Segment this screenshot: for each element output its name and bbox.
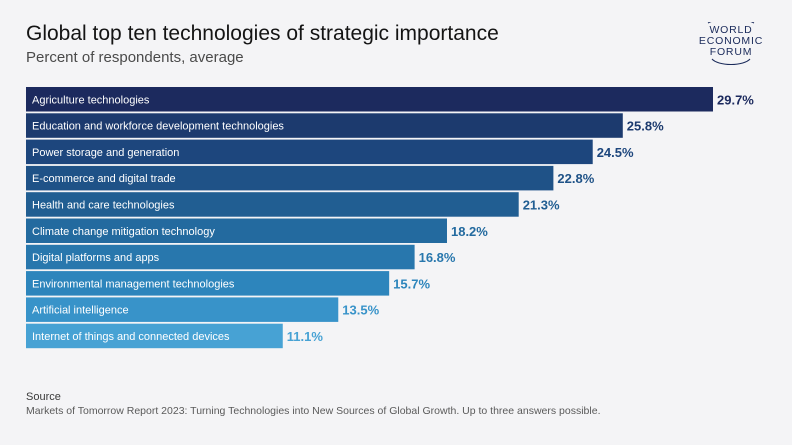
bar-10 — [26, 323, 283, 349]
bar-9 — [26, 297, 339, 322]
bar-3 — [26, 139, 593, 165]
bar-5 — [26, 192, 519, 217]
category-label-9: Artificial intelligence — [32, 305, 129, 317]
logo-word-economic: ECONOMIC — [698, 35, 764, 47]
logo-word-forum: FORUM — [709, 46, 753, 58]
category-label-6: Climate change mitigation technology — [32, 226, 215, 238]
source-text: Markets of Tomorrow Report 2023: Turning… — [26, 405, 601, 417]
chart-subtitle: Percent of respondents, average — [26, 49, 244, 66]
bar-7 — [26, 244, 415, 270]
category-label-2: Education and workforce development tech… — [32, 121, 284, 133]
wef-logo: WORLD ECONOMIC FORUM — [690, 22, 772, 66]
value-label-7: 16.8% — [419, 250, 456, 265]
category-label-7: Digital platforms and apps — [32, 252, 160, 264]
value-label-2: 25.8% — [627, 119, 664, 134]
value-label-9: 13.5% — [342, 303, 379, 318]
value-label-5: 21.3% — [523, 197, 560, 212]
chart-title: Global top ten technologies of strategic… — [26, 22, 499, 45]
value-label-3: 24.5% — [597, 145, 634, 160]
bar-4 — [26, 165, 554, 191]
value-label-8: 15.7% — [393, 276, 430, 291]
value-label-10: 11.1% — [287, 329, 324, 344]
category-label-8: Environmental management technologies — [32, 278, 235, 290]
logo-word-world: WORLD — [709, 24, 753, 36]
value-label-6: 18.2% — [451, 224, 488, 239]
bar-1 — [26, 87, 713, 112]
value-label-4: 22.8% — [557, 171, 594, 186]
value-label-1: 29.7% — [717, 92, 754, 107]
bar-6 — [26, 218, 447, 243]
category-label-10: Internet of things and connected devices — [32, 331, 230, 343]
category-label-1: Agriculture technologies — [32, 94, 150, 106]
bar-8 — [26, 271, 390, 296]
source-heading: Source — [26, 391, 61, 403]
logo-arc-icon — [707, 22, 755, 66]
category-label-3: Power storage and generation — [32, 147, 179, 159]
category-label-5: Health and care technologies — [32, 199, 175, 211]
bar-2 — [26, 113, 623, 138]
category-label-4: E-commerce and digital trade — [32, 173, 176, 185]
